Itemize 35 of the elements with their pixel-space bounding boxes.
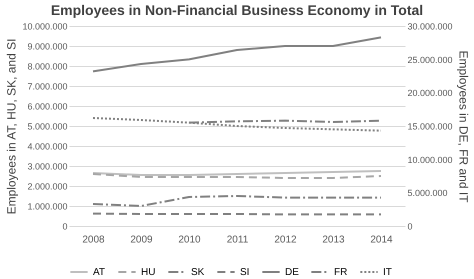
x-tick-label: 2010 [178,234,202,246]
x-tick-label: 2012 [274,234,298,246]
y2-tick-label: 15.000.000 [408,122,453,132]
x-tick-label: 2008 [82,234,106,246]
legend-label: SI [240,267,250,278]
x-tick-label: 2014 [370,234,394,246]
y-tick-label: 5.000.000 [27,122,68,132]
y-tick-label: 3.000.000 [27,162,68,172]
y2-tick-label: 0 [408,222,413,232]
legend-label: FR [334,267,348,278]
y-tick-label: 9.000.000 [27,42,68,52]
legend-label: SK [191,267,205,278]
y2-tick-label: 10.000.000 [408,154,453,165]
y2-tick-label: 5.000.000 [408,188,448,198]
y-tick-label: 4.000.000 [27,142,68,152]
y-tick-label: 2.000.000 [27,182,68,192]
x-tick-label: 2011 [226,234,249,246]
y2-axis-title: Employees in DE, FR and IT [456,50,471,204]
y2-tick-label: 20.000.000 [408,88,453,98]
legend-label: AT [93,267,106,278]
chart-title: Employees in Non-Financial Business Economy in Total [50,2,424,18]
legend-label: IT [383,267,392,278]
y-tick-label: 6.000.000 [27,102,68,112]
legend-label: HU [141,267,156,278]
y-tick-label: 8.000.000 [27,62,68,72]
y-tick-label: 7.000.000 [27,82,68,92]
y-tick-label: 10.000.000 [22,22,68,32]
y-tick-label: 1.000.000 [27,202,68,212]
x-tick-label: 2013 [322,234,346,246]
y-axis-title: Employees in AT, HU, SK, and SI [4,38,18,214]
y-tick-label: 0 [62,222,68,232]
y2-tick-label: 25.000.000 [408,54,453,65]
legend-label: DE [285,267,300,278]
y2-tick-label: 30.000.000 [408,22,453,32]
x-tick-label: 2009 [130,234,154,246]
